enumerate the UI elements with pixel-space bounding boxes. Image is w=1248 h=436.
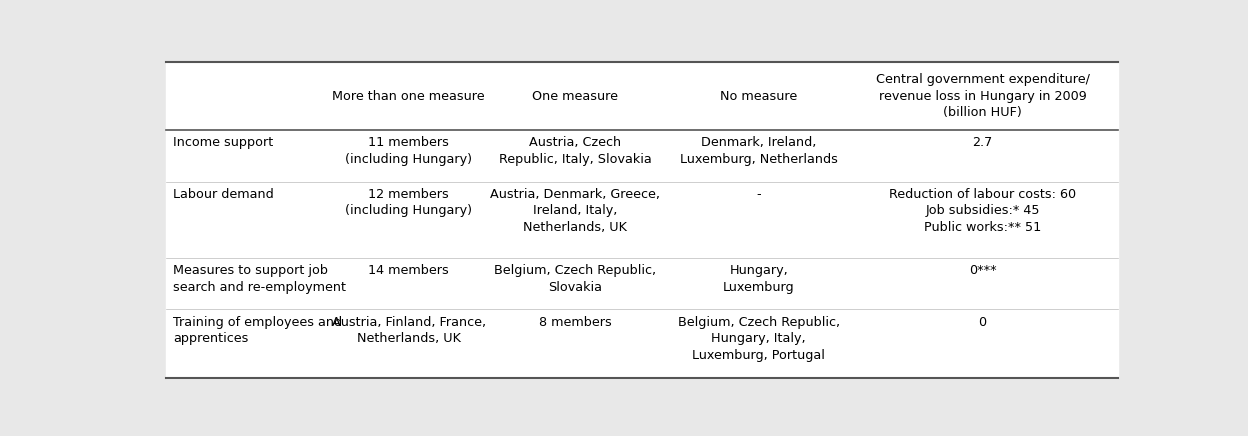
Text: Austria, Finland, France,
Netherlands, UK: Austria, Finland, France, Netherlands, U… [332,316,485,345]
Text: 8 members: 8 members [539,316,612,329]
Text: Belgium, Czech Republic,
Slovakia: Belgium, Czech Republic, Slovakia [494,264,656,293]
Text: Belgium, Czech Republic,
Hungary, Italy,
Luxemburg, Portugal: Belgium, Czech Republic, Hungary, Italy,… [678,316,840,361]
Text: Hungary,
Luxemburg: Hungary, Luxemburg [723,264,795,293]
Text: 0***: 0*** [968,264,996,277]
Text: 2.7: 2.7 [972,136,992,149]
Text: Austria, Denmark, Greece,
Ireland, Italy,
Netherlands, UK: Austria, Denmark, Greece, Ireland, Italy… [490,188,660,234]
Text: Measures to support job
search and re-employment: Measures to support job search and re-em… [173,264,347,293]
Text: More than one measure: More than one measure [332,90,485,103]
Text: Central government expenditure/
revenue loss in Hungary in 2009
(billion HUF): Central government expenditure/ revenue … [876,73,1090,119]
Text: One measure: One measure [533,90,618,103]
Text: No measure: No measure [720,90,797,103]
Text: -: - [756,188,761,201]
Text: 14 members: 14 members [368,264,449,277]
Text: Training of employees and
apprentices: Training of employees and apprentices [173,316,342,345]
Text: Denmark, Ireland,
Luxemburg, Netherlands: Denmark, Ireland, Luxemburg, Netherlands [680,136,837,166]
Text: 12 members
(including Hungary): 12 members (including Hungary) [346,188,472,217]
Text: Austria, Czech
Republic, Italy, Slovakia: Austria, Czech Republic, Italy, Slovakia [499,136,651,166]
Text: 0: 0 [978,316,987,329]
Text: Labour demand: Labour demand [173,188,275,201]
Text: 11 members
(including Hungary): 11 members (including Hungary) [346,136,472,166]
Text: Reduction of labour costs: 60
Job subsidies:* 45
Public works:** 51: Reduction of labour costs: 60 Job subsid… [889,188,1076,234]
Text: Income support: Income support [173,136,273,149]
